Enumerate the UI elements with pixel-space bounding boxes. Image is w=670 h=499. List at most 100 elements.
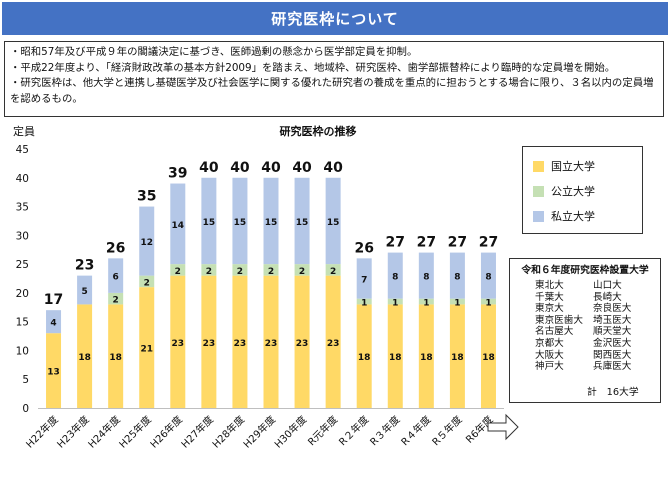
bar-segment-national xyxy=(356,304,372,408)
x-tick-label: H29年度 xyxy=(240,413,278,451)
bar-segment-public xyxy=(325,264,341,276)
total-label: 26 xyxy=(106,240,125,256)
institution-name: 千葉大 xyxy=(535,291,564,303)
chart-legend: 国立大学 公立大学 私立大学 xyxy=(522,146,643,234)
institution-list-title: 令和６年度研究医枠設置大学 xyxy=(521,265,649,276)
data-label: 1 xyxy=(423,299,429,309)
data-label: 18 xyxy=(389,353,402,363)
bar-segment-private xyxy=(387,252,403,299)
total-label: 40 xyxy=(323,160,343,176)
bar-segment-private xyxy=(325,177,341,265)
data-label: 1 xyxy=(454,299,460,309)
data-label: 8 xyxy=(392,273,398,283)
bar-segment-national xyxy=(294,275,310,408)
institution-name: 東京医歯大 xyxy=(535,314,583,326)
x-tick-label: H22年度 xyxy=(23,413,61,451)
data-label: 2 xyxy=(268,267,274,277)
y-tick-label: 40 xyxy=(16,173,29,185)
total-label: 27 xyxy=(479,235,498,251)
institution-list: 東北大 山口大 千葉大 長崎大 東京大 奈良医大 東京医歯大 埼玉医大 名古屋大 順天堂大… xyxy=(535,280,655,373)
total-label: 40 xyxy=(199,160,219,176)
legend-swatch-public xyxy=(533,185,544,197)
data-label: 2 xyxy=(175,267,181,277)
institution-row: 神戸大 兵庫医大 xyxy=(535,361,655,373)
total-label: 40 xyxy=(292,160,312,176)
y-tick-label: 45 xyxy=(16,144,29,156)
y-tick-label: 20 xyxy=(16,288,29,300)
data-label: 2 xyxy=(113,296,119,306)
legend-label-private: 私立大学 xyxy=(551,210,595,223)
data-label: 23 xyxy=(203,339,216,349)
data-label: 18 xyxy=(451,353,464,363)
data-label: 1 xyxy=(392,299,398,309)
chart-title: 研究医枠の推移 xyxy=(280,124,357,138)
bar-segment-national xyxy=(46,333,62,408)
legend-item-public: 公立大学 xyxy=(533,183,595,199)
bar-segment-private xyxy=(139,206,155,276)
total-label: 40 xyxy=(261,160,281,176)
y-tick-label: 5 xyxy=(22,374,29,386)
callout-arrow xyxy=(487,413,519,441)
data-label: 18 xyxy=(482,353,495,363)
legend-item-national: 国立大学 xyxy=(533,158,595,174)
data-label: 7 xyxy=(361,276,367,286)
bar-segment-public xyxy=(418,298,434,305)
data-label: 18 xyxy=(420,353,433,363)
bar-segment-private xyxy=(201,177,217,265)
total-label: 39 xyxy=(168,166,187,182)
data-label: 2 xyxy=(330,267,336,277)
bar-segment-private xyxy=(232,177,248,265)
total-label: 35 xyxy=(137,189,156,205)
bar-segment-national xyxy=(480,304,496,408)
bar-chart: 研究医枠の推移定員051015202530354045130417H22年度18… xyxy=(13,124,519,451)
bar-segment-public xyxy=(480,298,496,305)
institution-name: 長崎大 xyxy=(593,291,622,303)
data-label: 2 xyxy=(237,267,243,277)
x-tick-label: R３年度 xyxy=(367,413,402,448)
institution-list-box: 令和６年度研究医枠設置大学 東北大 山口大 千葉大 長崎大 東京大 奈良医大 東京医歯… xyxy=(509,258,661,403)
total-label: 17 xyxy=(44,292,63,308)
y-tick-label: 30 xyxy=(16,230,29,242)
total-label: 27 xyxy=(417,235,436,251)
bar-segment-national xyxy=(201,275,217,408)
data-label: 6 xyxy=(113,273,119,283)
data-label: 2 xyxy=(144,278,150,288)
x-tick-label: H25年度 xyxy=(116,413,154,451)
bar-segment-national xyxy=(449,304,465,408)
total-label: 26 xyxy=(354,240,373,256)
data-label: 4 xyxy=(50,319,56,329)
note-line: ・研究医枠は、他大学と連携し基礎医学及び社会医学に関する優れた研究者の養成を重点… xyxy=(10,77,654,105)
bar-segment-national xyxy=(77,304,93,408)
data-label: 23 xyxy=(265,339,278,349)
institution-name: 東北大 xyxy=(535,280,564,291)
institution-row: 京都大 金沢医大 xyxy=(535,338,655,350)
institution-name: 山口大 xyxy=(593,280,622,291)
y-tick-label: 25 xyxy=(16,259,29,271)
institution-row: 千葉大 長崎大 xyxy=(535,292,655,304)
data-label: 18 xyxy=(78,353,91,363)
x-tick-label: H26年度 xyxy=(147,413,185,451)
bar-segment-private xyxy=(46,310,62,334)
bar-segment-public xyxy=(356,298,372,305)
data-label: 1 xyxy=(485,299,491,309)
bar-segment-public xyxy=(139,275,155,288)
data-label: 18 xyxy=(358,353,371,363)
bar-segment-private xyxy=(108,258,124,293)
institution-row: 名古屋大 順天堂大 xyxy=(535,326,655,338)
x-tick-label: R４年度 xyxy=(398,413,433,448)
bar-segment-public xyxy=(387,298,403,305)
bar-segment-national xyxy=(263,275,279,408)
x-tick-label: H30年度 xyxy=(272,413,310,451)
y-axis-label: 定員 xyxy=(13,124,35,138)
data-label: 15 xyxy=(296,218,309,228)
bar-segment-public xyxy=(170,264,186,276)
bar-segment-private xyxy=(294,177,310,265)
bar-segment-public xyxy=(232,264,248,276)
institution-row: 大阪大 関西医大 xyxy=(535,350,655,362)
bar-segment-national xyxy=(170,275,186,408)
institution-row: 東京大 奈良医大 xyxy=(535,303,655,315)
bar-segment-national xyxy=(387,304,403,408)
note-line: ・平成22年度より、「経済財政改革の基本方針2009」を踏まえ、地域枠、研究医枠… xyxy=(10,61,616,74)
institution-name: 関西医大 xyxy=(593,349,632,361)
data-label: 8 xyxy=(485,273,491,283)
